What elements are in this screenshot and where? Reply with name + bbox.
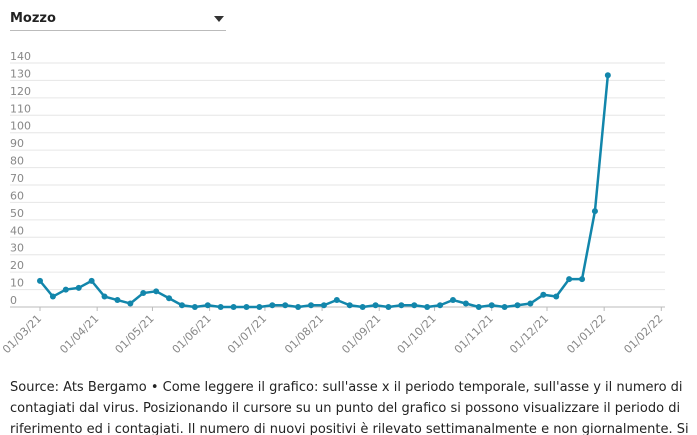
- source-note: Source: Ats Bergamo • Come leggere il gr…: [10, 380, 689, 435]
- point: [411, 302, 418, 309]
- point: [308, 302, 315, 309]
- x-tick-label: 01/05/21: [113, 312, 157, 356]
- point: [88, 277, 95, 284]
- y-tick-label: 30: [10, 242, 24, 255]
- point: [372, 302, 379, 309]
- y-tick-label: 80: [10, 155, 24, 168]
- point: [178, 302, 185, 309]
- x-tick-label: 01/06/21: [170, 312, 214, 356]
- x-tick-label: 01/11/21: [452, 312, 496, 356]
- x-tick-label: 01/01/22: [564, 312, 608, 356]
- point: [204, 302, 211, 309]
- point: [37, 277, 43, 284]
- x-tick-label: 01/03/21: [0, 312, 44, 356]
- x-tick-label: 01/12/21: [507, 312, 551, 356]
- point: [346, 302, 353, 309]
- y-tick-label: 130: [10, 67, 31, 80]
- point: [282, 302, 289, 309]
- point: [462, 300, 469, 307]
- point: [488, 302, 495, 309]
- x-tick-label: 01/02/22: [621, 312, 665, 356]
- point: [295, 304, 302, 310]
- y-tick-label: 140: [10, 50, 31, 63]
- point: [398, 302, 405, 309]
- point: [333, 297, 340, 304]
- y-tick-label: 70: [10, 172, 24, 185]
- point: [475, 304, 482, 310]
- point: [269, 302, 276, 309]
- point: [385, 304, 392, 310]
- point: [166, 295, 173, 302]
- point: [591, 208, 598, 215]
- point: [75, 284, 82, 291]
- y-tick-label: 40: [10, 224, 24, 237]
- point: [114, 297, 121, 304]
- x-tick-label: 01/08/21: [282, 312, 326, 356]
- point: [127, 300, 134, 307]
- x-tick-label: 01/04/21: [57, 312, 101, 356]
- point: [217, 304, 224, 310]
- point: [140, 290, 147, 297]
- point: [320, 302, 327, 309]
- point: [566, 276, 573, 283]
- x-tick-label: 01/10/21: [395, 312, 439, 356]
- y-tick-label: 90: [10, 137, 24, 150]
- dropdown[interactable]: Mozzo: [10, 8, 226, 31]
- y-tick-label: 0: [10, 294, 17, 307]
- point: [359, 304, 366, 310]
- point: [256, 304, 263, 310]
- y-tick-label: 10: [10, 277, 24, 290]
- point: [579, 276, 586, 283]
- y-tick-label: 120: [10, 85, 31, 98]
- point: [527, 300, 534, 307]
- point: [49, 293, 56, 300]
- dropdown-arrow: [214, 16, 224, 22]
- point: [604, 72, 611, 79]
- y-tick-label: 100: [10, 120, 31, 133]
- y-tick-label: 110: [10, 102, 31, 115]
- point: [437, 302, 444, 309]
- x-tick-label: 01/07/21: [225, 312, 269, 356]
- y-tick-label: 60: [10, 189, 24, 202]
- point: [449, 297, 456, 304]
- chart: 0 10 20 30 40 50 60 70 80 90 100 110 120 130 140 01/03/…: [0, 50, 665, 356]
- point: [101, 293, 108, 300]
- point: [540, 291, 547, 298]
- dropdown-label: Mozzo: [10, 11, 56, 26]
- point: [553, 293, 560, 300]
- point: [191, 304, 198, 310]
- y-tick-label: 20: [10, 259, 24, 272]
- x-tick-label: 01/09/21: [339, 312, 383, 356]
- point: [424, 304, 431, 310]
- point: [230, 304, 237, 310]
- point: [501, 304, 508, 310]
- point: [153, 288, 160, 295]
- point: [514, 302, 521, 309]
- y-tick-label: 50: [10, 207, 24, 220]
- point: [62, 286, 69, 293]
- point: [243, 304, 250, 310]
